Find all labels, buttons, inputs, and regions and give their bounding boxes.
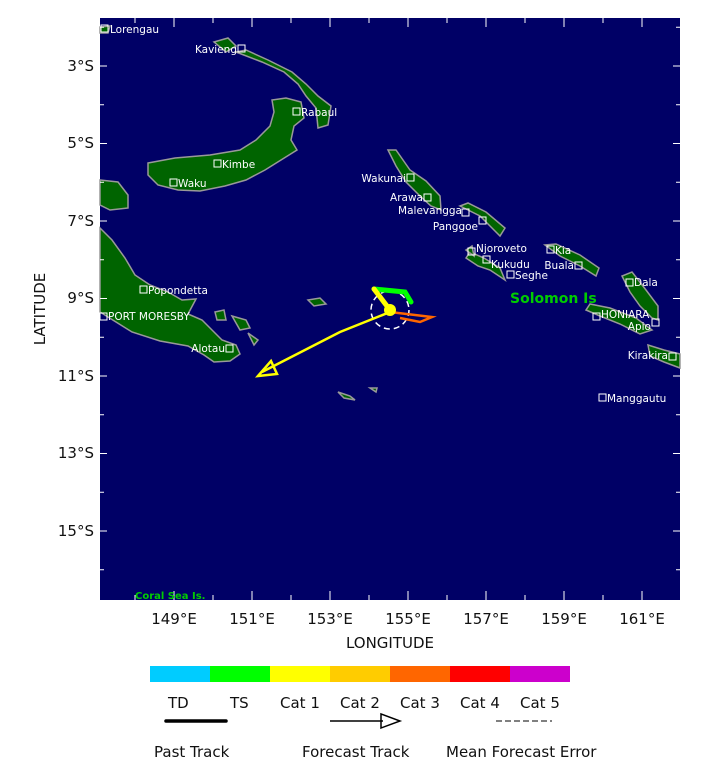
lat-tick: 5°S [67, 134, 94, 152]
place-label: Apio [628, 321, 651, 333]
legend-forecast-arrow-icon [380, 712, 403, 730]
legend-forecast-track-label: Forecast Track [302, 743, 410, 760]
louisiade-islands [337, 387, 378, 401]
lon-tick: 155°E [385, 610, 431, 628]
place-label: Lorengau [110, 24, 159, 36]
place-label: Panggoe [433, 221, 478, 233]
lon-tick: 159°E [541, 610, 587, 628]
forecast-arrowhead-icon [254, 358, 279, 378]
forecast-track-alt [389, 310, 437, 324]
lon-tick: 157°E [463, 610, 509, 628]
new-hanover [212, 37, 238, 53]
mean-forecast-error-circle [370, 290, 410, 330]
legend-cat2: Cat 2 [340, 694, 380, 712]
legend-swatch [510, 666, 570, 682]
guadalcanal [584, 303, 654, 335]
legend-swatch [390, 666, 450, 682]
place-label: Dala [634, 277, 658, 289]
lat-tick: 13°S [58, 444, 94, 462]
malaita [620, 271, 659, 322]
lon-tick: 151°E [229, 610, 275, 628]
legend-mean-error-label: Mean Forecast Error [446, 743, 597, 760]
legend-cat5: Cat 5 [520, 694, 560, 712]
place-labels: Lorengau Kavieng Rabaul Kimbe Waku Wakun… [108, 24, 668, 405]
place-label: Arawa [390, 192, 423, 204]
place-label: Buala [544, 260, 574, 272]
dentrecasteaux-islands [214, 309, 260, 347]
past-track-ts [371, 286, 414, 305]
storm-current-position-icon [384, 304, 396, 316]
legend-swatch [210, 666, 270, 682]
santa-isabel [542, 243, 600, 278]
woodlark-island [306, 297, 328, 307]
legend-cat1: Cat 1 [280, 694, 320, 712]
place-markers [99, 24, 677, 402]
legend-ts: TS [230, 694, 249, 712]
place-label: Njoroveto [476, 243, 527, 255]
lon-tick: 161°E [619, 610, 665, 628]
place-label: Kavieng [195, 44, 237, 56]
lat-tick: 15°S [58, 522, 94, 540]
place-label: Alotau [191, 343, 225, 355]
legend-cat4: Cat 4 [460, 694, 500, 712]
new-guinea-mainland [99, 226, 241, 363]
legend-color-bar [150, 666, 570, 682]
place-label: Waku [178, 178, 207, 190]
place-label: HONIARA [601, 309, 650, 321]
legend-swatch [330, 666, 390, 682]
legend-swatch [150, 666, 210, 682]
place-label: Wakunai [361, 173, 406, 185]
lat-tick: 7°S [67, 212, 94, 230]
legend-cat3: Cat 3 [400, 694, 440, 712]
forecast-track-line [261, 310, 391, 374]
place-label: Kia [555, 245, 571, 257]
place-label: Seghe [515, 270, 548, 282]
lat-tick: 9°S [67, 289, 94, 307]
legend-past-track-label: Past Track [154, 743, 230, 760]
lat-tick-labels: 3°S 5°S 7°S 9°S 11°S 13°S 15°S [58, 57, 94, 540]
new-ireland [233, 49, 332, 129]
makira [647, 343, 681, 370]
place-label: Kukudu [491, 259, 530, 271]
place-label: Kirakira [628, 350, 668, 362]
x-axis-label: LONGITUDE [346, 634, 434, 652]
place-label: Kimbe [222, 159, 255, 171]
lon-tick: 153°E [307, 610, 353, 628]
umboi [99, 179, 129, 211]
legend-swatch [450, 666, 510, 682]
place-label: Rabaul [301, 107, 337, 119]
region-label-coral-sea: Coral Sea Is. [135, 591, 205, 602]
region-label-solomon: Solomon Is [510, 291, 597, 307]
place-label: Popondetta [148, 285, 208, 297]
lat-tick: 3°S [67, 57, 94, 75]
place-label: PORT MORESBY [108, 311, 190, 323]
landmasses [99, 25, 681, 401]
storm-track [254, 286, 437, 378]
lat-tick: 11°S [58, 367, 94, 385]
lon-tick: 149°E [151, 610, 197, 628]
place-label: Manggautu [607, 393, 666, 405]
new-britain [147, 97, 305, 192]
y-axis-label: LATITUDE [31, 273, 49, 346]
legend-swatch [270, 666, 330, 682]
lon-tick-labels: 149°E 151°E 153°E 155°E 157°E 159°E 161°… [151, 610, 665, 628]
axis-ticks [100, 18, 680, 600]
place-label: Malevangga [398, 205, 462, 217]
legend-td: TD [168, 694, 189, 712]
choiseul [458, 202, 506, 238]
